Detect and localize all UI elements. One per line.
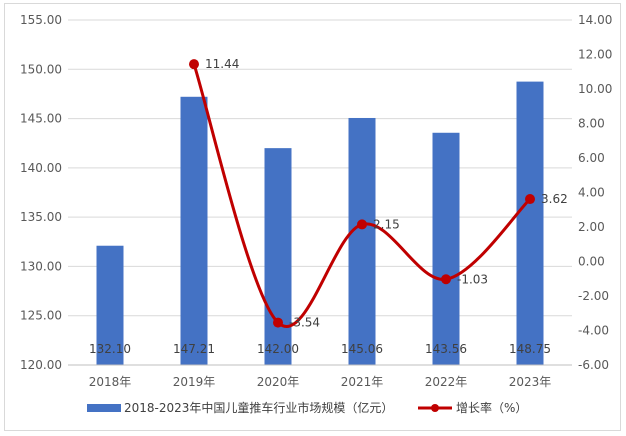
bar (264, 148, 292, 365)
bar-series (96, 81, 544, 365)
x-tick-label: 2020年 (257, 375, 300, 389)
line-value-label: 11.44 (205, 57, 239, 71)
line-point (525, 194, 535, 205)
right-tick-label: 8.00 (578, 117, 605, 131)
line-value-label: -3.54 (289, 316, 320, 330)
bar-value-label: 143.56 (425, 342, 467, 356)
x-tick-label: 2018年 (89, 375, 132, 389)
line-value-label: 3.62 (541, 192, 568, 206)
bar (180, 96, 208, 365)
bar-value-label: 148.75 (509, 342, 551, 356)
line-labels: 11.44 -3.54 2.15 -1.03 3.62 (205, 57, 568, 329)
right-tick-label: 4.00 (578, 186, 605, 200)
left-tick-label: 145.00 (20, 112, 62, 126)
x-axis: 2018年 2019年 2020年 2021年 2022年 2023年 (68, 364, 572, 389)
x-tick-label: 2019年 (173, 375, 216, 389)
right-tick-label: 14.00 (578, 13, 612, 27)
x-tick-label: 2022年 (425, 375, 468, 389)
right-tick-label: 0.00 (578, 255, 605, 269)
line-point (357, 219, 367, 230)
bar (432, 132, 460, 365)
left-tick-label: 125.00 (20, 309, 62, 323)
line-point (273, 317, 283, 328)
right-tick-label: -2.00 (578, 289, 609, 303)
left-axis: 120.00 125.00 130.00 135.00 140.00 145.00 150.… (20, 13, 62, 372)
right-tick-label: -6.00 (578, 358, 609, 372)
left-tick-label: 135.00 (20, 210, 62, 224)
bar (348, 117, 376, 365)
right-tick-label: 12.00 (578, 48, 612, 62)
bar-value-label: 145.06 (341, 342, 383, 356)
line-point (441, 274, 451, 285)
growth-line (192, 63, 532, 328)
line-value-label: -1.03 (457, 272, 488, 286)
bar-value-label: 132.10 (89, 342, 131, 356)
line-value-label: 2.15 (373, 217, 400, 231)
legend-line-marker (431, 404, 439, 412)
right-axis: -6.00 -4.00 -2.00 0.00 2.00 4.00 6.00 8.00 10.00… (578, 13, 612, 372)
gridlines (68, 19, 572, 366)
legend-bar-swatch (87, 404, 121, 412)
left-tick-label: 130.00 (20, 259, 62, 273)
left-tick-label: 140.00 (20, 161, 62, 175)
left-tick-label: 150.00 (20, 62, 62, 76)
line-point (189, 59, 199, 70)
bar (516, 81, 544, 365)
bar-value-label: 147.21 (173, 342, 215, 356)
x-tick-label: 2021年 (341, 375, 384, 389)
bar (96, 245, 124, 365)
line-series (189, 59, 535, 328)
legend-bar-label: 2018-2023年中国儿童推车行业市场规模（亿元） (124, 400, 393, 415)
right-tick-label: 6.00 (578, 151, 605, 165)
right-tick-label: -4.00 (578, 324, 609, 338)
left-tick-label: 120.00 (20, 358, 62, 372)
bar-value-label: 142.00 (257, 342, 299, 356)
right-tick-label: 10.00 (578, 82, 612, 96)
legend-line-label: 增长率（%） (456, 400, 527, 415)
x-tick-label: 2023年 (509, 375, 552, 389)
legend: 2018-2023年中国儿童推车行业市场规模（亿元） 增长率（%） (87, 400, 527, 415)
bar-labels: 132.10 147.21 142.00 145.06 143.56 148.75 (89, 342, 551, 356)
left-tick-label: 155.00 (20, 13, 62, 27)
right-tick-label: 2.00 (578, 220, 605, 234)
